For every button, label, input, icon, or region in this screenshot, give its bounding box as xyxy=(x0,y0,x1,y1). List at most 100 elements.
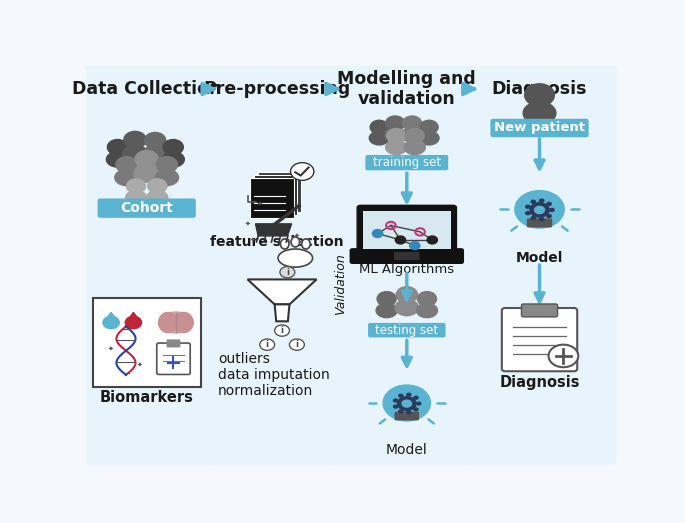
Circle shape xyxy=(393,405,399,409)
Circle shape xyxy=(403,116,422,131)
Circle shape xyxy=(396,287,417,303)
Circle shape xyxy=(417,292,436,306)
Circle shape xyxy=(145,132,166,149)
Text: Cohort: Cohort xyxy=(121,201,173,215)
Circle shape xyxy=(406,129,424,143)
Circle shape xyxy=(530,202,550,218)
Circle shape xyxy=(539,198,545,203)
Ellipse shape xyxy=(106,152,129,167)
Text: ✦: ✦ xyxy=(294,233,300,239)
Text: ML Algorithms: ML Algorithms xyxy=(359,263,454,276)
Ellipse shape xyxy=(278,249,312,267)
Circle shape xyxy=(393,399,399,403)
Ellipse shape xyxy=(301,239,310,249)
Text: Biomarkers: Biomarkers xyxy=(100,390,194,404)
Ellipse shape xyxy=(123,145,147,162)
Ellipse shape xyxy=(384,128,406,142)
Text: Data Collection: Data Collection xyxy=(72,80,221,98)
Circle shape xyxy=(260,339,275,350)
Circle shape xyxy=(406,411,412,415)
Circle shape xyxy=(534,206,545,214)
FancyBboxPatch shape xyxy=(92,298,201,387)
FancyBboxPatch shape xyxy=(368,323,445,337)
Circle shape xyxy=(290,163,314,180)
Circle shape xyxy=(397,396,416,411)
FancyBboxPatch shape xyxy=(250,177,294,218)
Polygon shape xyxy=(127,312,140,321)
Text: Modelling and
validation: Modelling and validation xyxy=(338,70,476,108)
Circle shape xyxy=(549,345,578,367)
Circle shape xyxy=(135,151,158,168)
FancyBboxPatch shape xyxy=(97,198,196,218)
Ellipse shape xyxy=(395,300,419,316)
Ellipse shape xyxy=(280,239,289,249)
Text: i: i xyxy=(266,340,269,349)
Circle shape xyxy=(420,120,438,134)
Circle shape xyxy=(549,208,555,212)
Circle shape xyxy=(546,214,552,218)
Text: Model: Model xyxy=(386,443,427,457)
Text: ✦: ✦ xyxy=(250,237,256,243)
Circle shape xyxy=(398,410,403,414)
FancyBboxPatch shape xyxy=(521,304,558,317)
Polygon shape xyxy=(256,224,292,236)
Circle shape xyxy=(156,156,177,173)
Text: Pre-processing: Pre-processing xyxy=(203,80,350,98)
Text: Model: Model xyxy=(516,251,563,265)
Ellipse shape xyxy=(376,303,397,317)
Polygon shape xyxy=(275,304,290,321)
Text: ✦: ✦ xyxy=(108,346,114,351)
FancyBboxPatch shape xyxy=(84,65,214,464)
Circle shape xyxy=(148,179,167,194)
Circle shape xyxy=(530,216,536,220)
Circle shape xyxy=(515,190,564,228)
FancyBboxPatch shape xyxy=(502,308,577,371)
Text: Validation: Validation xyxy=(334,253,347,315)
Circle shape xyxy=(401,400,412,408)
Polygon shape xyxy=(247,279,316,304)
Ellipse shape xyxy=(523,102,556,124)
Circle shape xyxy=(383,385,430,421)
Text: ✦: ✦ xyxy=(245,221,251,227)
Circle shape xyxy=(386,129,406,143)
FancyBboxPatch shape xyxy=(393,404,420,413)
Circle shape xyxy=(370,120,388,134)
Circle shape xyxy=(108,140,127,155)
Ellipse shape xyxy=(291,237,299,247)
FancyBboxPatch shape xyxy=(350,249,463,263)
Circle shape xyxy=(398,394,403,398)
Circle shape xyxy=(427,236,437,244)
FancyBboxPatch shape xyxy=(258,172,301,212)
Text: i: i xyxy=(281,326,284,335)
Circle shape xyxy=(396,236,406,244)
Ellipse shape xyxy=(134,165,160,183)
Circle shape xyxy=(413,395,419,400)
Circle shape xyxy=(124,131,146,149)
FancyBboxPatch shape xyxy=(357,206,456,253)
FancyBboxPatch shape xyxy=(157,343,190,374)
FancyBboxPatch shape xyxy=(395,412,419,420)
Text: i: i xyxy=(286,268,289,277)
Circle shape xyxy=(386,116,405,131)
Circle shape xyxy=(377,292,396,306)
Ellipse shape xyxy=(143,145,167,162)
Circle shape xyxy=(539,217,545,221)
Ellipse shape xyxy=(386,140,407,155)
Ellipse shape xyxy=(159,312,193,333)
FancyBboxPatch shape xyxy=(332,65,474,464)
Circle shape xyxy=(413,407,419,412)
Text: testing set: testing set xyxy=(375,324,438,337)
Circle shape xyxy=(125,316,142,329)
Circle shape xyxy=(546,202,552,206)
Ellipse shape xyxy=(175,312,193,333)
Text: feature selection: feature selection xyxy=(210,235,344,249)
Circle shape xyxy=(530,200,536,204)
Circle shape xyxy=(116,156,137,173)
FancyBboxPatch shape xyxy=(525,211,553,220)
Ellipse shape xyxy=(159,312,177,333)
Circle shape xyxy=(525,204,531,209)
Circle shape xyxy=(275,325,290,336)
Ellipse shape xyxy=(369,131,389,145)
Text: training set: training set xyxy=(373,156,441,169)
Circle shape xyxy=(127,179,146,194)
